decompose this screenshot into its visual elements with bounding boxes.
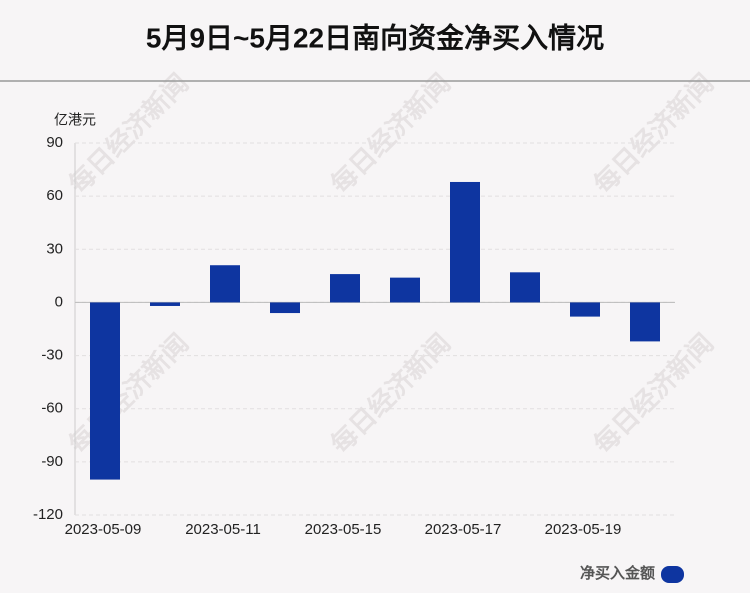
bar [150, 302, 180, 306]
watermarks: 每日经济新闻 每日经济新闻 每日经济新闻 每日经济新闻 每日经济新闻 每日经济新… [63, 68, 720, 460]
bar [450, 181, 480, 303]
watermark: 每日经济新闻 [588, 68, 720, 200]
bar [330, 274, 360, 303]
bar [210, 265, 240, 303]
legend-label: 净买入金额 [580, 564, 655, 582]
watermark: 每日经济新闻 [63, 68, 195, 200]
x-tick-label: 2023-05-15 [305, 521, 382, 538]
bar [570, 302, 600, 317]
watermark: 每日经济新闻 [588, 328, 720, 460]
y-tick-label: -30 [41, 347, 63, 364]
chart-title: 5月9日~5月22日南向资金净买入情况 [146, 21, 604, 53]
y-tick-label: 90 [46, 134, 63, 151]
bar [270, 302, 300, 314]
watermark: 每日经济新闻 [325, 328, 457, 460]
watermark: 每日经济新闻 [63, 328, 195, 460]
y-tick-label: 30 [46, 240, 63, 257]
bar [90, 302, 120, 480]
y-tick-label: 60 [46, 187, 63, 204]
y-tick-label: -60 [41, 400, 63, 417]
bar [510, 272, 540, 303]
x-tick-label: 2023-05-09 [65, 521, 142, 538]
x-tick-label: 2023-05-11 [185, 521, 261, 538]
x-tick-label: 2023-05-19 [545, 521, 622, 538]
y-axis-label: 亿港元 [54, 112, 96, 128]
bar [630, 302, 660, 342]
x-tick-label: 2023-05-17 [425, 521, 502, 538]
y-tick-label: -90 [41, 453, 63, 470]
y-tick-label: 0 [55, 293, 63, 310]
bar [390, 277, 420, 303]
legend-swatch [661, 566, 684, 583]
watermark: 每日经济新闻 [325, 68, 457, 200]
y-tick-label: -120 [33, 506, 63, 523]
